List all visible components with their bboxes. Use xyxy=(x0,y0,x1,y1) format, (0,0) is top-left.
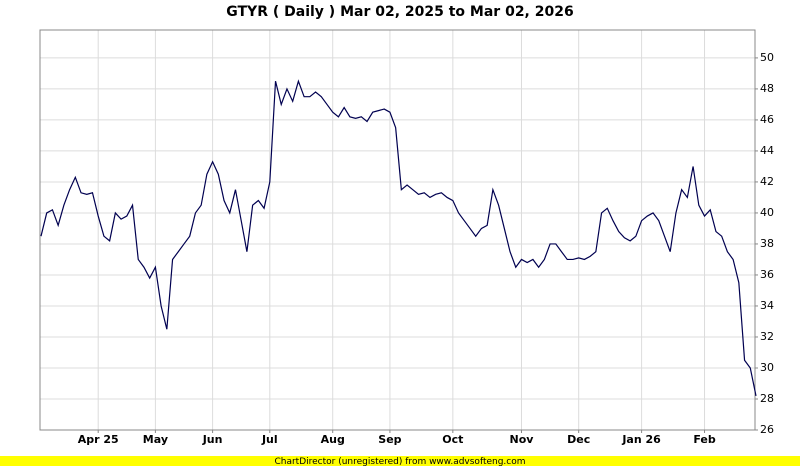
x-tick-label: May xyxy=(143,433,168,446)
y-tick-label: 36 xyxy=(760,268,774,281)
footer-bar xyxy=(0,456,800,466)
y-tick-label: 40 xyxy=(760,206,774,219)
y-tick-label: 44 xyxy=(760,144,774,157)
x-tick-label: Jul xyxy=(261,433,278,446)
y-tick-label: 46 xyxy=(760,113,774,126)
y-tick-label: 26 xyxy=(760,423,774,436)
x-tick-label: Dec xyxy=(567,433,590,446)
x-tick-label: Sep xyxy=(378,433,401,446)
x-tick-label: Jan 26 xyxy=(621,433,661,446)
y-tick-label: 48 xyxy=(760,82,774,95)
x-tick-label: Jun xyxy=(202,433,223,446)
y-tick-label: 38 xyxy=(760,237,774,250)
x-tick-label: Apr 25 xyxy=(78,433,119,446)
y-tick-label: 28 xyxy=(760,392,774,405)
y-tick-label: 32 xyxy=(760,330,774,343)
price-line xyxy=(40,79,757,397)
y-tick-label: 34 xyxy=(760,299,774,312)
x-tick-label: Oct xyxy=(442,433,463,446)
y-tick-label: 30 xyxy=(760,361,774,374)
chart-title: GTYR ( Daily ) Mar 02, 2025 to Mar 02, 2… xyxy=(226,4,573,20)
x-tick-label: Feb xyxy=(693,433,716,446)
footer: ChartDirector (unregistered) from www.ad… xyxy=(274,457,525,466)
y-tick-label: 50 xyxy=(760,51,774,64)
y-tick-label: 42 xyxy=(760,175,774,188)
x-tick-label: Nov xyxy=(510,433,535,446)
plot-frame xyxy=(39,29,756,431)
x-tick-label: Aug xyxy=(321,433,345,446)
